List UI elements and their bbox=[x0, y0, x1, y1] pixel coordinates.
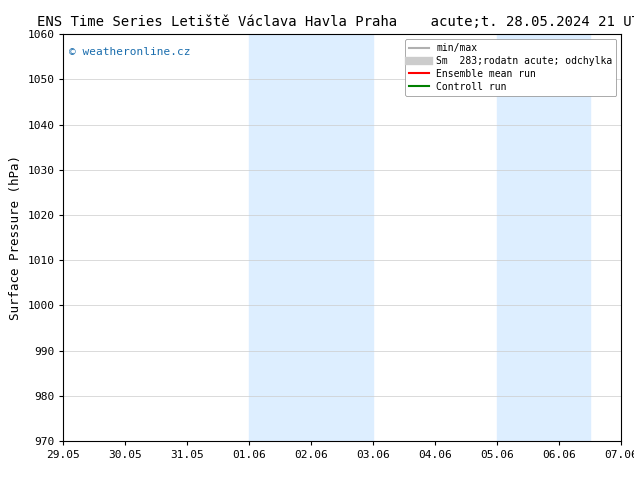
Text: © weatheronline.cz: © weatheronline.cz bbox=[69, 47, 190, 56]
Title: ENS Time Series Letiště Václava Havla Praha    acute;t. 28.05.2024 21 UTC: ENS Time Series Letiště Václava Havla Pr… bbox=[37, 15, 634, 29]
Bar bbox=[497, 34, 590, 441]
Bar bbox=[249, 34, 373, 441]
Legend: min/max, Sm  283;rodatn acute; odchylka, Ensemble mean run, Controll run: min/max, Sm 283;rodatn acute; odchylka, … bbox=[405, 39, 616, 96]
Y-axis label: Surface Pressure (hPa): Surface Pressure (hPa) bbox=[9, 155, 22, 320]
